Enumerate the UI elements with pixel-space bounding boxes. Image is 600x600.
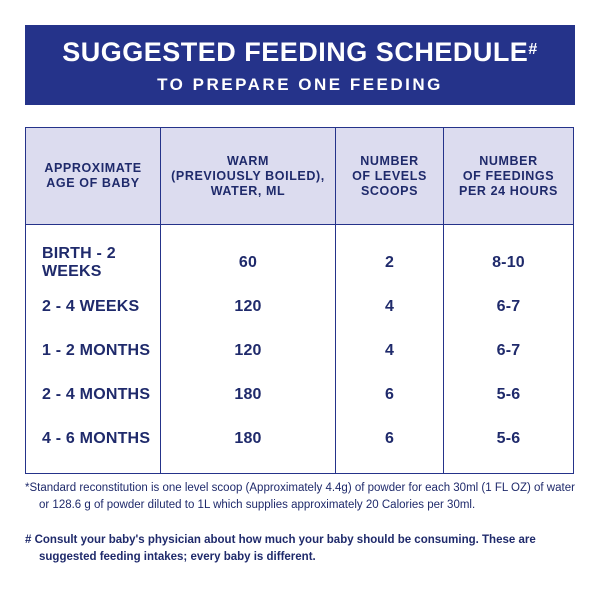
standard-reconstitution-note: *Standard reconstitution is one level sc…: [25, 482, 575, 511]
col-header-age: APPROXIMATE AGE OF BABY: [25, 127, 161, 225]
col-header-line: OF FEEDINGS: [462, 168, 555, 183]
col-header-water: WARM (PREVIOUSLY BOILED), WATER, ML: [160, 127, 336, 225]
cell-feedings: 5-6: [443, 417, 574, 474]
col-header-line: NUMBER: [479, 153, 538, 168]
table-row: 1 - 2 MONTHS 120 4 6-7: [25, 329, 574, 373]
cell-scoops: 2: [335, 224, 444, 285]
cell-scoops: 6: [335, 417, 444, 474]
consult-physician-note: # Consult your baby's physician about ho…: [25, 534, 536, 563]
table-row: BIRTH - 2 WEEKS 60 2 8-10: [25, 224, 574, 285]
cell-feedings: 6-7: [443, 329, 574, 373]
col-header-line: WATER, ML: [210, 183, 286, 198]
col-header-line: APPROXIMATE: [44, 161, 142, 175]
cell-water: 60: [160, 224, 336, 285]
cell-age: 4 - 6 MONTHS: [25, 417, 161, 474]
cell-water: 120: [160, 285, 336, 329]
table-row: 4 - 6 MONTHS 180 6 5-6: [25, 417, 574, 474]
cell-age: BIRTH - 2 WEEKS: [25, 224, 161, 285]
cell-water: 120: [160, 329, 336, 373]
col-header-scoops: NUMBER OF LEVELS SCOOPS: [335, 127, 444, 225]
col-header-feedings: NUMBER OF FEEDINGS PER 24 HOURS: [443, 127, 574, 225]
cell-age: 2 - 4 WEEKS: [25, 285, 161, 329]
footnotes: *Standard reconstitution is one level sc…: [25, 480, 580, 566]
col-header-line: SCOOPS: [360, 183, 419, 198]
col-header-line: WARM: [227, 153, 269, 168]
cell-feedings: 8-10: [443, 224, 574, 285]
cell-age: 2 - 4 MONTHS: [25, 373, 161, 417]
title-banner: SUGGESTED FEEDING SCHEDULE# TO PREPARE O…: [25, 25, 575, 105]
cell-feedings: 5-6: [443, 373, 574, 417]
table-header: APPROXIMATE AGE OF BABY WARM (PREVIOUSLY BO…: [25, 127, 574, 225]
feeding-schedule-table: APPROXIMATE AGE OF BABY WARM (PREVIOUSLY BO…: [25, 127, 574, 474]
page-subtitle: TO PREPARE ONE FEEDING: [157, 75, 443, 94]
cell-age: 1 - 2 MONTHS: [25, 329, 161, 373]
table-row: 2 - 4 WEEKS 120 4 6-7: [25, 285, 574, 329]
col-header-line: OF LEVELS: [352, 168, 427, 183]
cell-scoops: 6: [335, 373, 444, 417]
cell-scoops: 4: [335, 285, 444, 329]
table-row: 2 - 4 MONTHS 180 6 5-6: [25, 373, 574, 417]
cell-feedings: 6-7: [443, 285, 574, 329]
table-header-row: APPROXIMATE AGE OF BABY WARM (PREVIOUSLY BO…: [25, 127, 574, 225]
col-header-line: AGE OF BABY: [46, 176, 140, 190]
cell-water: 180: [160, 417, 336, 474]
cell-water: 180: [160, 373, 336, 417]
col-header-line: PER 24 HOURS: [459, 183, 558, 198]
col-header-line: (PREVIOUSLY BOILED),: [171, 168, 325, 183]
page-title: SUGGESTED FEEDING SCHEDULE#: [25, 36, 575, 68]
table-body: BIRTH - 2 WEEKS 60 2 8-10 2 - 4 WEEKS 120 4 6-7…: [25, 224, 574, 474]
page-title-text: SUGGESTED FEEDING SCHEDULE: [62, 37, 529, 67]
cell-scoops: 4: [335, 329, 444, 373]
col-header-line: NUMBER: [360, 153, 419, 168]
title-footnote-mark: #: [528, 41, 538, 58]
